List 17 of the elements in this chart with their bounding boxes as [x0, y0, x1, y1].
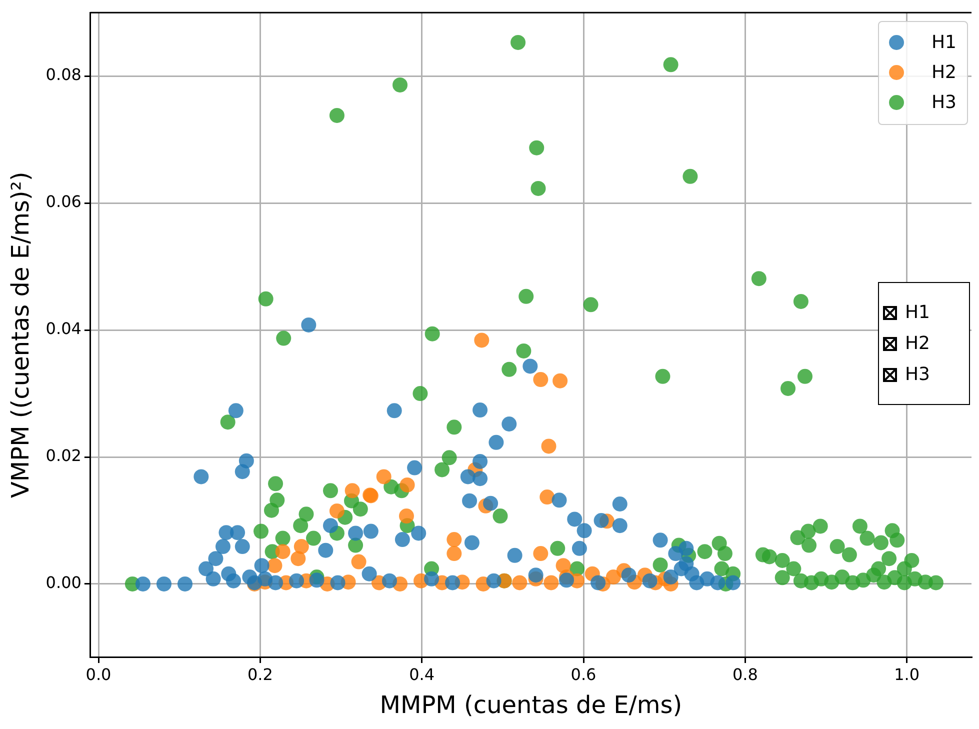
x-tick-label: 1.0 [894, 664, 920, 684]
x-tick-label: 0.2 [247, 664, 273, 684]
x-axis-title: MMPM (cuentas de E/ms) [380, 690, 682, 719]
legend-label: H3 [932, 92, 956, 114]
y-tick-label: 0.00 [46, 573, 82, 592]
y-tick-label: 0.06 [46, 192, 82, 212]
legend-box: H1 H2 H3 [878, 282, 970, 405]
x-tick-label: 0.8 [732, 664, 758, 684]
y-tick-label: 0.08 [46, 65, 82, 84]
x-tick-label: 0.4 [409, 664, 435, 684]
x-tick-label: 0.0 [86, 664, 112, 684]
y-tick-label: 0.04 [46, 319, 82, 338]
x-tick-label: 0.6 [570, 664, 596, 684]
legend-label: H2 [932, 62, 956, 84]
legend-label: H1 [932, 32, 956, 54]
y-tick-label: 0.02 [46, 446, 82, 466]
y-axis-title: VMPM ((cuentas de E/ms)²) [6, 172, 35, 498]
